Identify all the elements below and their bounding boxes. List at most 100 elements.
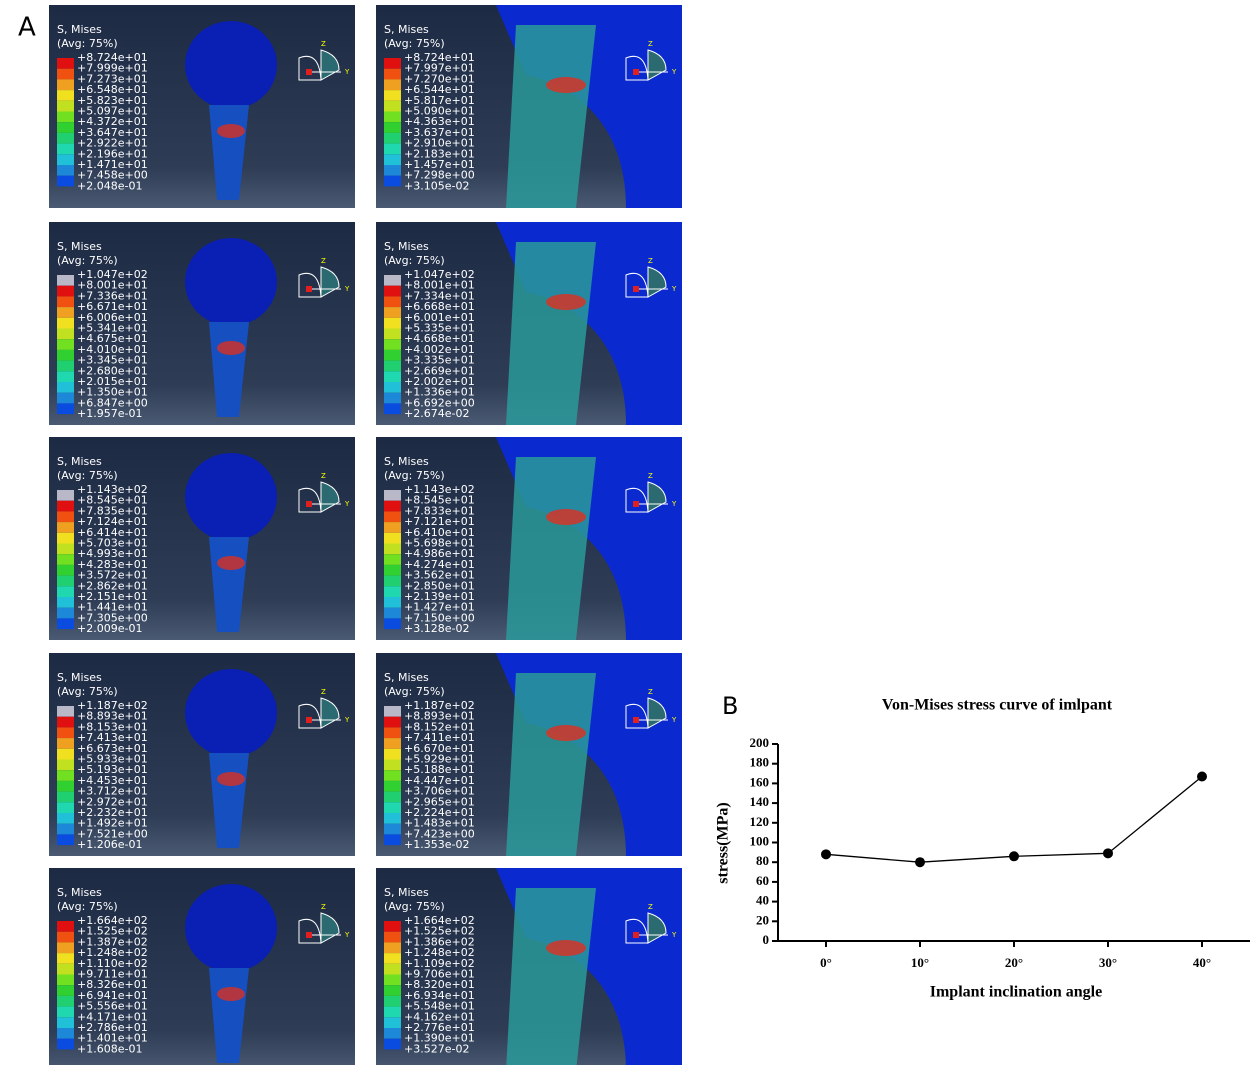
legend-swatch — [57, 522, 74, 533]
legend-swatch — [384, 1007, 401, 1018]
triad-label: Y — [671, 500, 677, 508]
legend-swatch — [57, 749, 74, 760]
legend-swatch — [57, 1007, 74, 1018]
legend-value: +2.009e-01 — [77, 622, 142, 635]
triad-label: Z — [321, 472, 326, 480]
triad-label: Z — [321, 40, 326, 48]
legend-swatch — [384, 792, 401, 803]
legend-swatch — [384, 544, 401, 555]
y-tick-label: 80 — [756, 853, 769, 868]
legend-swatch — [57, 727, 74, 738]
legend-swatch — [384, 608, 401, 619]
legend-swatch — [57, 813, 74, 824]
triad-label: Z — [321, 688, 326, 696]
legend-swatch — [57, 69, 74, 80]
legend-swatch — [57, 533, 74, 544]
legend-swatch — [57, 1028, 74, 1039]
triad-label: Y — [344, 68, 350, 76]
panel-label: A — [18, 13, 36, 43]
legend-swatch — [384, 79, 401, 90]
legend-swatch — [384, 286, 401, 297]
legend-subtitle: (Avg: 75%) — [57, 254, 118, 267]
y-tick-label: 20 — [756, 912, 769, 927]
legend-swatch — [384, 975, 401, 986]
point — [915, 857, 925, 867]
legend-swatch — [57, 985, 74, 996]
stress-hotspot — [217, 341, 245, 355]
legend-swatch — [57, 618, 74, 629]
legend-subtitle: (Avg: 75%) — [384, 254, 445, 267]
y-tick-label: 140 — [750, 794, 770, 809]
legend-swatch — [57, 79, 74, 90]
legend-swatch — [57, 608, 74, 619]
chart-title: Von-Mises stress curve of imlpant — [882, 697, 1113, 714]
legend-swatch — [384, 964, 401, 975]
triad-label: Y — [671, 68, 677, 76]
legend-swatch — [57, 122, 74, 133]
triad-label: Y — [671, 285, 677, 293]
legend-swatch — [57, 834, 74, 845]
legend-swatch — [57, 361, 74, 372]
stress-hotspot — [546, 509, 586, 525]
legend-swatch — [384, 144, 401, 155]
y-axis-label: stress(MPa) — [715, 802, 732, 883]
legend-swatch — [57, 165, 74, 176]
legend-swatch — [57, 554, 74, 565]
legend-value: +1.608e-01 — [77, 1042, 142, 1055]
legend-swatch — [384, 533, 401, 544]
stress-hotspot — [217, 987, 245, 1001]
legend-subtitle: (Avg: 75%) — [384, 37, 445, 50]
stress-hotspot — [217, 556, 245, 570]
legend-value: +2.674e-02 — [404, 407, 469, 420]
legend-value: +2.048e-01 — [77, 179, 142, 192]
legend-title: S, Mises — [384, 455, 429, 468]
legend-swatch — [384, 371, 401, 382]
legend-swatch — [384, 490, 401, 501]
point — [821, 849, 831, 859]
legend-value: +3.105e-02 — [404, 179, 469, 192]
triad-label: Z — [648, 40, 653, 48]
legend-value: +1.206e-01 — [77, 838, 142, 851]
legend-swatch — [57, 953, 74, 964]
legend-swatch — [384, 101, 401, 112]
legend-swatch — [57, 329, 74, 340]
legend-title: S, Mises — [384, 23, 429, 36]
legend-subtitle: (Avg: 75%) — [384, 469, 445, 482]
triad — [306, 286, 312, 292]
legend-swatch — [384, 813, 401, 824]
legend-swatch — [57, 597, 74, 608]
figure: A B Von-Mises stress curve of imlpant Im… — [0, 0, 1253, 1065]
legend-value: +3.128e-02 — [404, 622, 469, 635]
legend-title: S, Mises — [57, 23, 102, 36]
legend-swatch — [57, 101, 74, 112]
legend-swatch — [57, 932, 74, 943]
point — [1103, 848, 1113, 858]
legend-swatch — [57, 511, 74, 522]
legend-swatch — [384, 576, 401, 587]
triad-label: Z — [648, 472, 653, 480]
legend-swatch — [57, 371, 74, 382]
legend-swatch — [384, 1017, 401, 1028]
legend-swatch — [384, 403, 401, 414]
legend-swatch — [384, 275, 401, 286]
triad — [633, 286, 639, 292]
legend-swatch — [384, 921, 401, 932]
legend-swatch — [384, 361, 401, 372]
legend-swatch — [57, 393, 74, 404]
x-tick-label: 10° — [911, 955, 929, 970]
legend-swatch — [384, 165, 401, 176]
legend-swatch — [57, 760, 74, 771]
triad-label: Z — [321, 903, 326, 911]
legend-swatch — [384, 122, 401, 133]
stress-hotspot — [546, 294, 586, 310]
triad — [306, 932, 312, 938]
legend-swatch — [384, 932, 401, 943]
legend-swatch — [57, 176, 74, 187]
legend-swatch — [384, 802, 401, 813]
legend-swatch — [57, 403, 74, 414]
stress-hotspot — [217, 772, 245, 786]
legend-swatch — [57, 576, 74, 587]
x-tick-label: 40° — [1193, 955, 1211, 970]
crown — [185, 238, 277, 326]
legend-title: S, Mises — [384, 240, 429, 253]
